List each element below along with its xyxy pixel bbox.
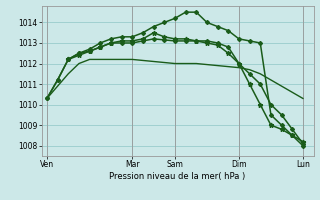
X-axis label: Pression niveau de la mer( hPa ): Pression niveau de la mer( hPa ) bbox=[109, 172, 246, 181]
